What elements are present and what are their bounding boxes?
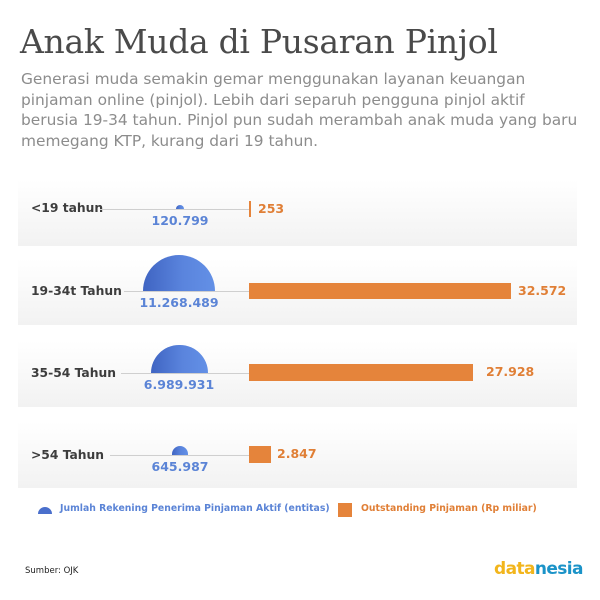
chart-row: >54 Tahun 645.987 2.847 xyxy=(18,422,577,488)
accounts-semicircle xyxy=(143,255,215,291)
chart-row: 19-34t Tahun 11.268.489 32.572 xyxy=(18,255,577,325)
outstanding-bar xyxy=(249,446,271,463)
row-label: 19-34t Tahun xyxy=(31,284,122,298)
accounts-value: 120.799 xyxy=(151,213,209,228)
datanesia-logo: datanesia xyxy=(494,559,584,579)
legend-accounts-label: Jumlah Rekening Penerima Pinjaman Aktif … xyxy=(60,503,330,514)
outstanding-value: 27.928 xyxy=(486,364,535,379)
accounts-value: 11.268.489 xyxy=(139,295,219,310)
outstanding-value: 32.572 xyxy=(518,283,567,298)
outstanding-value: 2.847 xyxy=(277,446,317,461)
outstanding-bar xyxy=(249,364,473,381)
semicircle-legend-icon xyxy=(38,507,52,514)
row-label: >54 Tahun xyxy=(31,448,105,462)
row-label: <19 tahun xyxy=(31,201,104,215)
accounts-semicircle xyxy=(176,205,184,209)
square-legend-icon xyxy=(338,503,352,517)
page-subtitle: Generasi muda semakin gemar menggunakan … xyxy=(21,70,578,150)
source-note: Sumber: OJK xyxy=(25,566,79,576)
accounts-value: 6.989.931 xyxy=(143,377,215,392)
chart-row: <19 tahun 120.799 253 xyxy=(18,180,577,246)
outstanding-bar xyxy=(249,201,251,217)
legend-outstanding-label: Outstanding Pinjaman (Rp miliar) xyxy=(361,503,537,514)
chart-row: 35-54 Tahun 6.989.931 27.928 xyxy=(18,341,577,407)
axis-line xyxy=(124,291,250,292)
outstanding-bar xyxy=(249,283,511,299)
axis-line xyxy=(110,455,250,456)
accounts-semicircle xyxy=(172,446,188,455)
page-title: Anak Muda di Pusaran Pinjol xyxy=(20,22,498,61)
logo-part-data: data xyxy=(494,559,535,579)
row-label: 35-54 Tahun xyxy=(31,366,116,380)
logo-part-nesia: nesia xyxy=(534,559,584,579)
axis-line xyxy=(121,373,250,374)
axis-line xyxy=(100,209,250,210)
accounts-semicircle xyxy=(151,345,208,373)
accounts-value: 645.987 xyxy=(151,459,209,474)
outstanding-value: 253 xyxy=(258,201,285,216)
